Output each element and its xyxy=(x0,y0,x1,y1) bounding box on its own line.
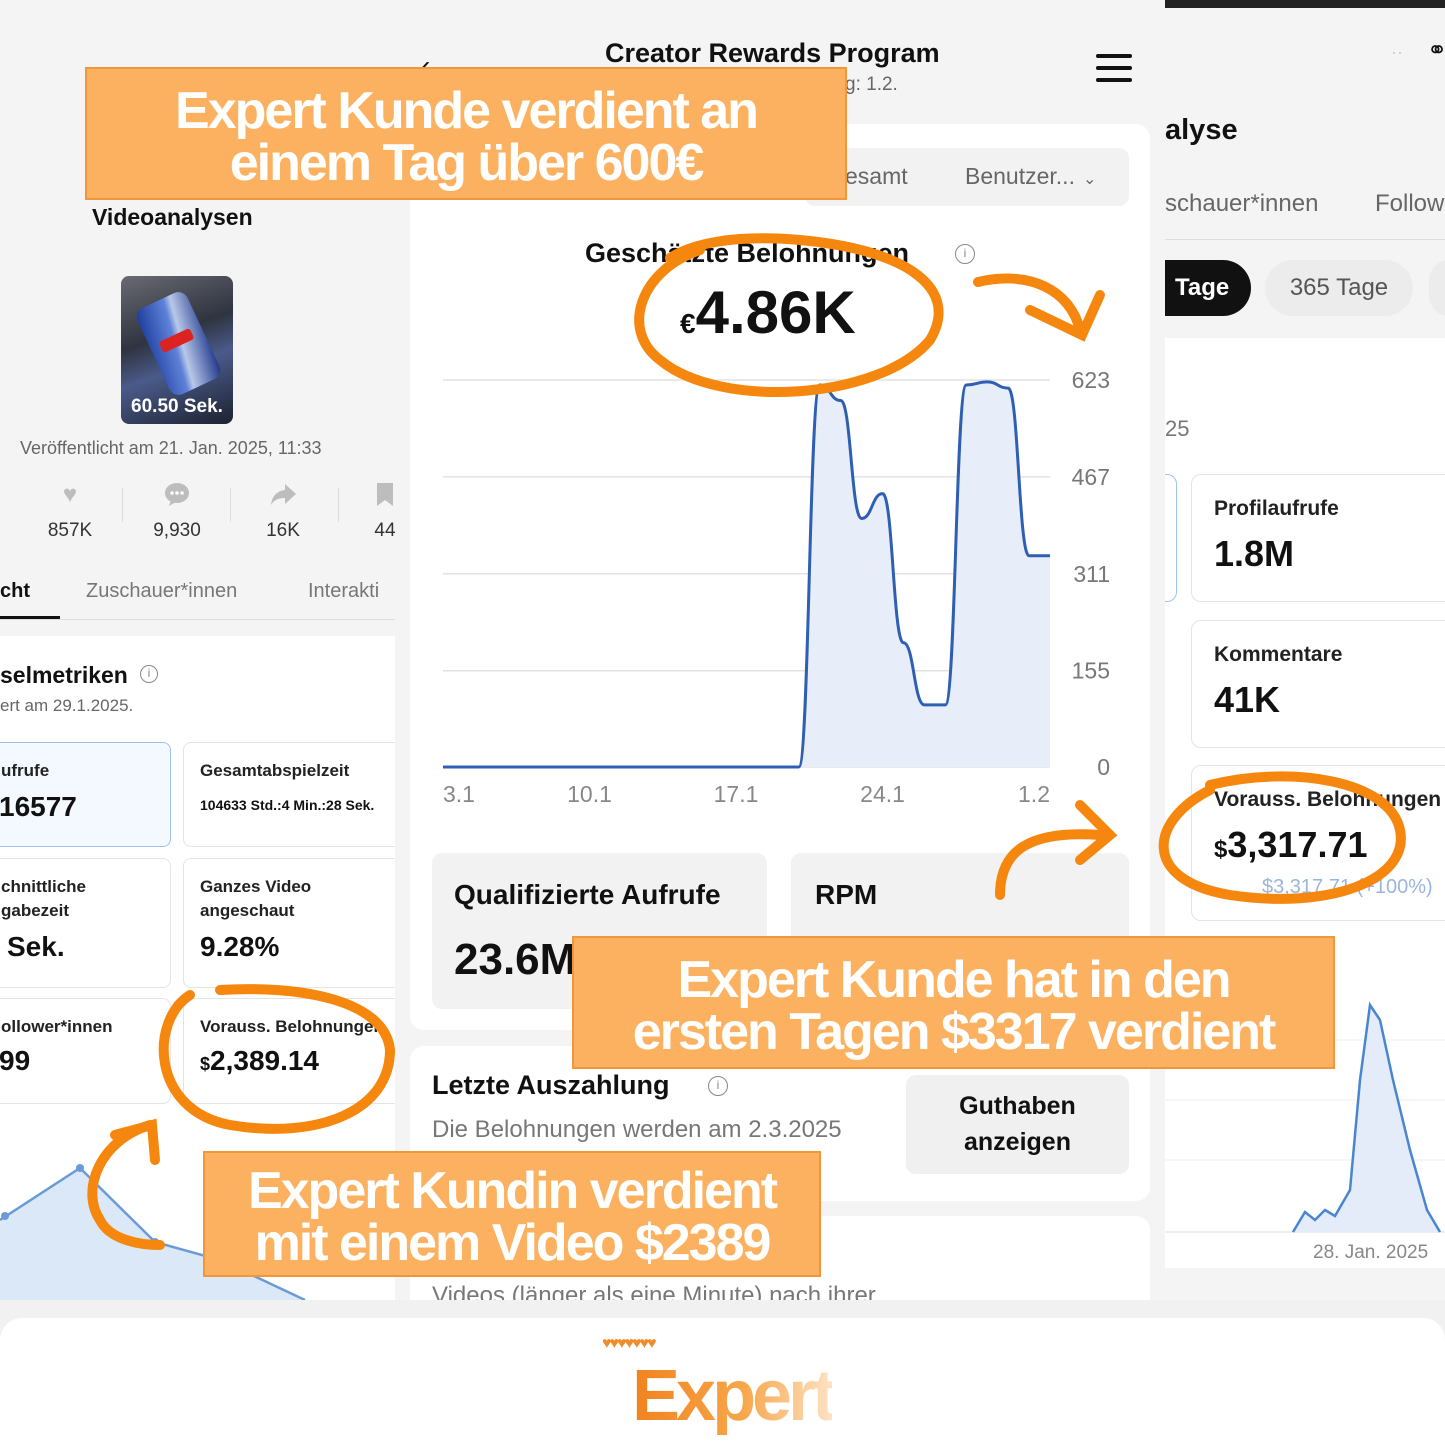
y-tick-label: 0 xyxy=(1097,754,1110,780)
heart-icon: ♥ xyxy=(62,481,78,508)
header-title: Creator Rewards Program xyxy=(605,38,940,68)
expert-logo: Expert xyxy=(632,1356,836,1436)
stat-saves[interactable]: 44 xyxy=(345,480,400,542)
banner-bottom: Expert Kundin verdient mit einem Video $… xyxy=(203,1151,821,1277)
bookmark-icon xyxy=(345,480,400,510)
rewards-area-chart: 0 155 311 467 623 3.1 10.1 17.1 24.1 1.2 xyxy=(442,367,1110,807)
section-subtitle: ert am 29.1.2025. xyxy=(0,696,134,715)
metric-card-avg-watchtime[interactable]: chnittliche gabezeit Sek. xyxy=(0,858,171,988)
y-tick-label: 467 xyxy=(1072,464,1110,490)
x-tick-label: 1.2 xyxy=(1018,781,1050,807)
stat-comments[interactable]: 9,930 xyxy=(137,480,217,542)
payout-title: Letzte Auszahlung xyxy=(432,1070,670,1100)
pill-days-selected[interactable]: Tage xyxy=(1165,260,1251,316)
show-balance-button[interactable]: Guthaben anzeigen xyxy=(906,1075,1129,1174)
section-title: selmetriken xyxy=(0,662,128,688)
pill-365-days[interactable]: 365 Tage xyxy=(1265,260,1413,316)
video-thumbnail[interactable]: 60.50 Sek. xyxy=(121,276,233,424)
video-analytics-screen: Videoanalysen 60.50 Sek. Veröffentlicht … xyxy=(0,0,400,1300)
banner-middle: Expert Kunde hat in den ersten Tagen $33… xyxy=(572,936,1335,1069)
metric-card-views[interactable]: ufrufe 16577 xyxy=(0,742,171,847)
metric-card-profile-views[interactable]: Profilaufrufe 1.8M xyxy=(1191,474,1445,602)
tab-overview[interactable]: cht xyxy=(0,580,30,602)
filter-bar xyxy=(805,148,1129,206)
y-tick-label: 155 xyxy=(1072,658,1110,684)
active-tab-indicator xyxy=(0,616,60,620)
x-tick-label: 17.1 xyxy=(714,781,759,807)
chevron-down-icon: ⌄ xyxy=(1082,171,1097,188)
annotation-overlay xyxy=(87,233,1406,1250)
header-subtitle: g: 1.2. xyxy=(845,74,898,95)
tab-viewers[interactable]: Zuschauer*innen xyxy=(86,580,238,602)
videos-info-text: Videos (länger als eine Minute) nach ihr… xyxy=(432,1282,876,1300)
banner-top: Expert Kunde verdient an einem Tag über … xyxy=(85,67,847,200)
tab-viewers[interactable]: schauer*innen xyxy=(1165,190,1319,217)
published-date: Veröffentlicht am 21. Jan. 2025, 11:33 xyxy=(20,438,322,458)
hearts-icon: ♥♥♥♥♥♥♥ xyxy=(602,1335,656,1352)
metric-card-comments[interactable]: Kommentare 41K xyxy=(1191,620,1445,748)
date-range: 25 xyxy=(1165,416,1190,441)
filter-user-dropdown[interactable]: Benutzer... ⌄ xyxy=(965,163,1097,189)
info-icon[interactable]: i xyxy=(140,665,158,683)
payout-text: Die Belohnungen werden am 2.3.2025 xyxy=(432,1116,842,1143)
x-tick-label: 3.1 xyxy=(443,781,475,807)
more-icon[interactable]: ·· xyxy=(1391,42,1403,62)
video-duration: 60.50 Sek. xyxy=(131,396,223,417)
menu-icon[interactable] xyxy=(1096,54,1132,82)
page-title: Videoanalysen xyxy=(92,204,253,230)
tab-interactions[interactable]: Interakti xyxy=(308,580,380,602)
y-tick-label: 623 xyxy=(1072,367,1110,393)
x-tick-label: 10.1 xyxy=(567,781,612,807)
metric-card-total-playtime[interactable]: Gesamtabspielzeit 104633 Std.:4 Min.:28 … xyxy=(183,742,400,847)
filter-total[interactable]: esamt xyxy=(845,163,908,189)
tab-followers[interactable]: Follow xyxy=(1375,190,1445,217)
creator-rewards-screen: ‹ Creator Rewards Program g: 1.2. esamt … xyxy=(395,0,1165,1300)
footer xyxy=(0,1318,1445,1445)
share-icon xyxy=(243,480,323,510)
estimate-value: €4.86K xyxy=(680,279,856,346)
metric-card-followers[interactable]: ollower*innen 99 xyxy=(0,998,171,1104)
x-tick-label: 24.1 xyxy=(860,781,905,807)
comment-icon xyxy=(137,480,217,510)
stat-shares[interactable]: 16K xyxy=(243,480,323,542)
back-icon[interactable]: ‹ xyxy=(421,50,431,81)
stat-likes[interactable]: ♥ 857K xyxy=(30,480,110,542)
series-line xyxy=(442,380,1050,769)
info-icon[interactable]: i xyxy=(708,1076,728,1096)
link-icon[interactable]: ⚭ xyxy=(1427,37,1445,64)
info-icon[interactable]: i xyxy=(955,244,975,264)
y-tick-label: 311 xyxy=(1073,561,1110,587)
page-title: alyse xyxy=(1165,114,1238,146)
area-fill xyxy=(443,381,1050,767)
x-axis-label: 28. Jan. 2025 xyxy=(1313,1242,1429,1263)
